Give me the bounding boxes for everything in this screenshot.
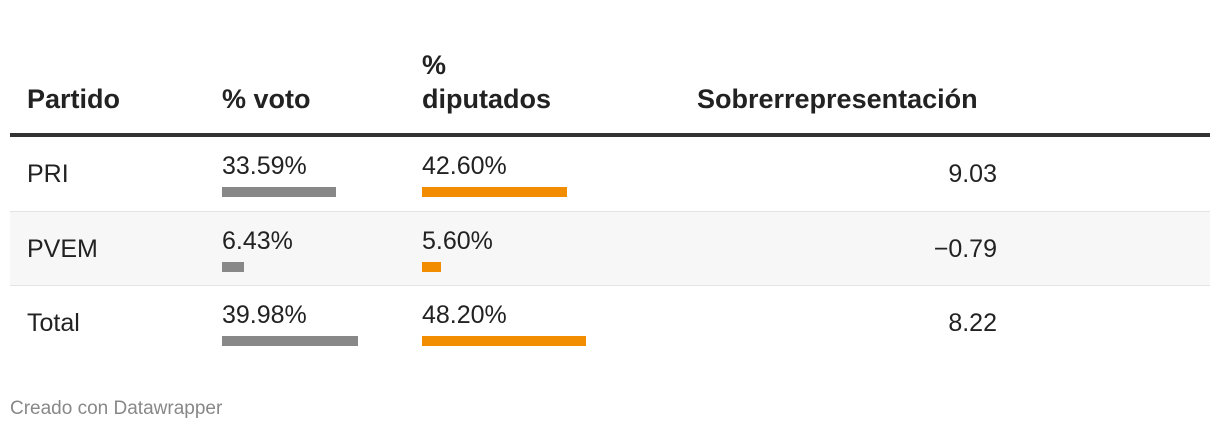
bar-diputados <box>422 187 567 197</box>
bar-voto <box>222 261 244 272</box>
cell-partido: PVEM <box>27 234 98 263</box>
cell-voto: 39.98% <box>222 301 307 329</box>
cell-diputados: 48.20% <box>422 301 507 329</box>
row-rule <box>10 210 1210 212</box>
cell-partido: Total <box>27 309 80 337</box>
cell-voto: 6.43% <box>222 226 293 255</box>
cell-sobre: −0.79 <box>933 234 997 263</box>
row-background <box>10 211 1210 286</box>
bar-voto <box>222 336 358 346</box>
header-sobre: Sobrerrepresentación <box>697 84 978 114</box>
bar-voto <box>222 187 337 197</box>
bar-diputados <box>422 336 586 346</box>
cell-diputados: 42.60% <box>422 152 507 180</box>
footer: Creado con Datawrapper <box>10 398 223 419</box>
header-partido: Partido <box>27 84 121 114</box>
cell-voto: 33.59% <box>222 152 307 180</box>
cell-diputados: 5.60% <box>422 226 493 255</box>
cell-sobre: 8.22 <box>948 309 997 337</box>
header-diputados: % diputados <box>422 50 551 114</box>
header-rule <box>10 133 1210 137</box>
bar-diputados <box>422 261 442 272</box>
cell-partido: PRI <box>27 160 69 188</box>
cell-sobre: 9.03 <box>948 160 997 188</box>
row-rule <box>10 285 1210 286</box>
header-voto: % voto <box>222 84 311 114</box>
